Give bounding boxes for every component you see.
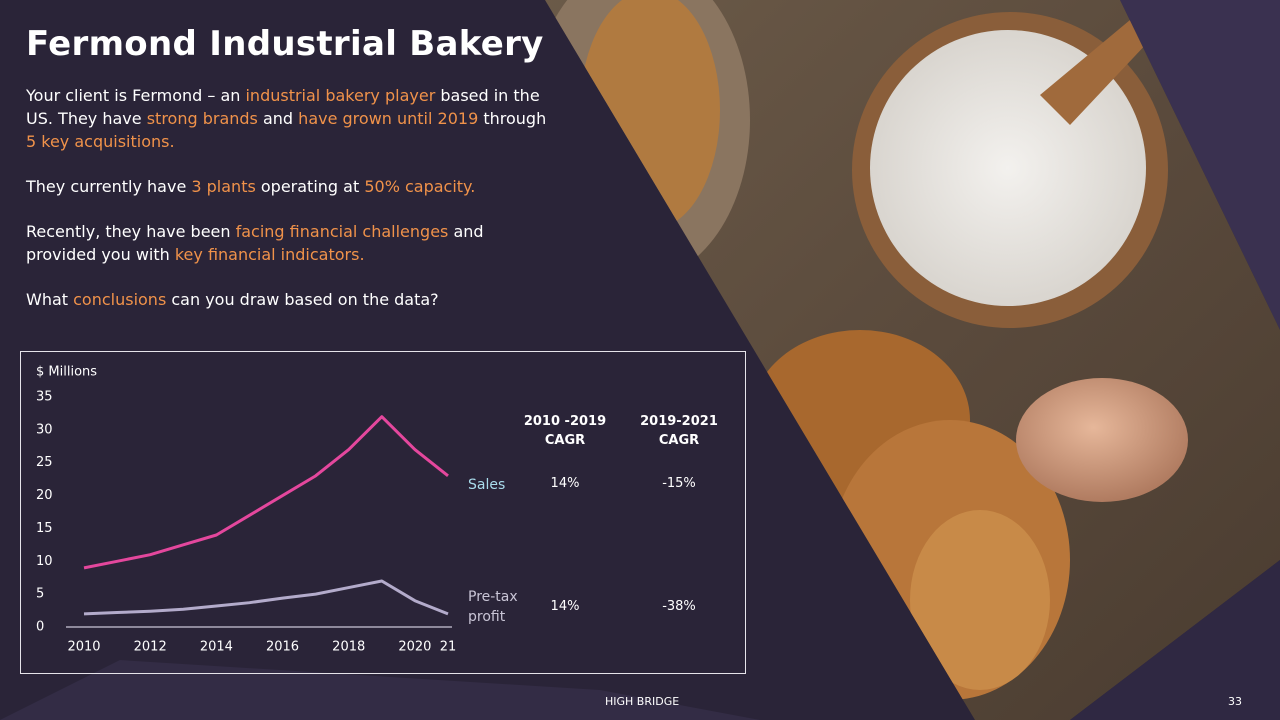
y-tick-label: 5 xyxy=(36,587,44,602)
series-label: Pre-tax profit xyxy=(468,589,518,625)
x-tick-label: 2018 xyxy=(332,640,365,655)
body-text: operating at xyxy=(255,177,365,196)
highlight-text: 5 key acquisitions. xyxy=(26,132,175,151)
chart-frame: $ Millions 0 5 10 15 20 25 30 35 2010 2012 2014 2016… xyxy=(20,351,746,674)
table-cell: 14% xyxy=(550,599,580,614)
highlight-text: industrial bakery player xyxy=(245,86,436,105)
y-tick-label: 30 xyxy=(36,422,53,437)
body-text: and xyxy=(257,109,299,128)
slide-title: Fermond Industrial Bakery xyxy=(26,24,544,64)
y-tick-label: 15 xyxy=(36,521,53,536)
highlight-text: 3 plants xyxy=(191,177,256,196)
paragraph: Your client is Fermond – an industrial b… xyxy=(26,84,556,153)
body-text: can you draw based on the data? xyxy=(166,290,439,309)
x-tick-label: 2010 xyxy=(67,640,100,655)
body-text: and provided you with xyxy=(26,222,484,264)
x-tick-label: 2014 xyxy=(200,640,233,655)
paragraph: They currently have 3 plants operating a… xyxy=(26,175,556,198)
table-header: 2019-2021 CAGR xyxy=(640,414,718,448)
body-text: What xyxy=(26,290,74,309)
x-tick-label: 21 xyxy=(440,640,457,655)
x-tick-label: 2016 xyxy=(266,640,299,655)
footer-brand: HIGH BRIDGE xyxy=(605,695,680,708)
x-tick-label: 2012 xyxy=(134,640,167,655)
highlight-text: facing financial challenges xyxy=(235,222,449,241)
intro-text: Your client is Fermond – an industrial b… xyxy=(26,84,556,333)
y-tick-label: 20 xyxy=(36,488,53,503)
body-text: Recently, they have been xyxy=(26,222,236,241)
y-axis-label: $ Millions xyxy=(36,365,97,380)
series-label: Sales xyxy=(468,477,506,493)
body-text: through xyxy=(478,109,547,128)
series-line xyxy=(83,415,449,570)
series-line xyxy=(83,579,449,616)
y-tick-label: 35 xyxy=(36,390,53,405)
x-tick-label: 2020 xyxy=(398,640,431,655)
table-cell: -38% xyxy=(662,599,696,614)
highlight-text: key financial indicators. xyxy=(174,245,365,264)
y-tick-label: 10 xyxy=(36,554,53,569)
chart: $ Millions 0 5 10 15 20 25 30 35 2010 2012 2014 2016… xyxy=(36,365,457,655)
y-tick-label: 25 xyxy=(36,455,53,470)
body-text: Your client is Fermond – an xyxy=(26,86,246,105)
table-header: 2010 -2019 CAGR xyxy=(523,414,607,448)
highlight-text: conclusions xyxy=(73,290,167,309)
highlight-text: have grown until 2019 xyxy=(298,109,479,128)
highlight-text: strong brands xyxy=(146,109,258,128)
y-tick-label: 0 xyxy=(36,620,44,635)
body-text: based in the US. They have xyxy=(26,86,540,128)
paragraph: What conclusions can you draw based on t… xyxy=(26,288,556,311)
highlight-text: 50% capacity. xyxy=(364,177,476,196)
table-cell: -15% xyxy=(662,476,696,491)
page-number: 33 xyxy=(1228,695,1242,708)
table-cell: 14% xyxy=(550,476,580,491)
body-text: They currently have xyxy=(26,177,192,196)
paragraph: Recently, they have been facing financia… xyxy=(26,220,556,266)
